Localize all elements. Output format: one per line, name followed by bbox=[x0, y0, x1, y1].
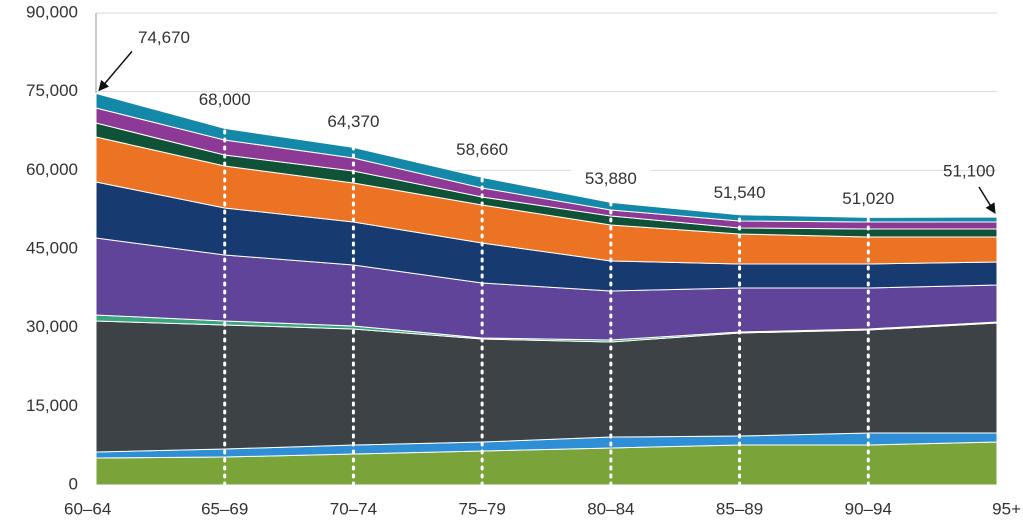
y-tick-label: 45,000 bbox=[26, 238, 78, 257]
arrow bbox=[98, 50, 133, 92]
x-tick-label: 95+ bbox=[992, 499, 1021, 518]
y-tick-label: 0 bbox=[69, 474, 78, 493]
x-tick-label: 75–79 bbox=[459, 499, 506, 518]
area bbox=[95, 92, 998, 223]
total-label: 68,000 bbox=[199, 90, 251, 109]
y-tick-label: 15,000 bbox=[26, 396, 78, 415]
total-label: 51,540 bbox=[714, 183, 766, 202]
x-tick-label: 90–94 bbox=[845, 499, 892, 518]
total-label: 74,670 bbox=[138, 28, 190, 47]
y-tick-label: 30,000 bbox=[26, 317, 78, 336]
x-tick-label: 70–74 bbox=[330, 499, 377, 518]
x-tick-label: 80–84 bbox=[587, 499, 634, 518]
arrow bbox=[978, 186, 996, 214]
total-label: 64,370 bbox=[327, 112, 379, 131]
x-tick-label: 65–69 bbox=[201, 499, 248, 518]
y-tick-label: 90,000 bbox=[26, 2, 78, 21]
y-tick-label: 75,000 bbox=[26, 81, 78, 100]
total-label: 58,660 bbox=[456, 140, 508, 159]
total-label: 51,100 bbox=[943, 161, 995, 180]
total-label: 53,880 bbox=[585, 169, 637, 188]
label-bg bbox=[570, 167, 651, 192]
total-label: 51,020 bbox=[842, 189, 894, 208]
x-tick-label: 60–64 bbox=[64, 499, 111, 518]
x-tick-label: 85–89 bbox=[716, 499, 763, 518]
y-tick-label: 60,000 bbox=[26, 160, 78, 179]
